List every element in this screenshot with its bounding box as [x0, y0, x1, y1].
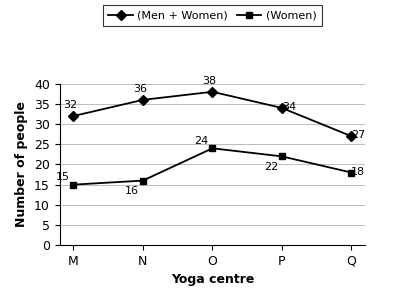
Text: 36: 36: [133, 84, 147, 94]
Text: 22: 22: [264, 162, 278, 172]
Text: 38: 38: [202, 76, 217, 86]
Text: 24: 24: [194, 135, 208, 146]
Text: 32: 32: [64, 100, 78, 110]
Text: 18: 18: [351, 167, 365, 177]
Text: 16: 16: [125, 186, 139, 196]
Y-axis label: Number of people: Number of people: [15, 102, 29, 227]
Legend: (Men + Women), (Women): (Men + Women), (Women): [103, 5, 322, 26]
X-axis label: Yoga centre: Yoga centre: [171, 274, 254, 286]
Text: 15: 15: [55, 172, 69, 182]
Text: 27: 27: [351, 130, 365, 140]
Text: 34: 34: [282, 102, 296, 112]
